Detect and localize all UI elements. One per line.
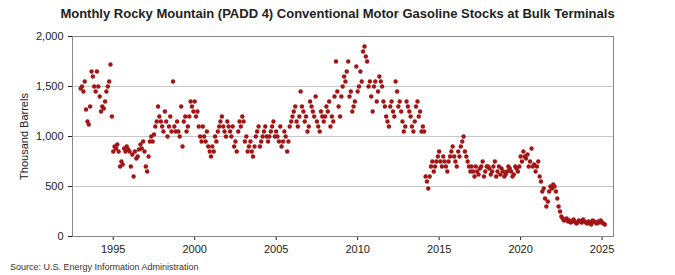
svg-text:2010: 2010 [345, 243, 369, 255]
svg-text:2015: 2015 [427, 243, 451, 255]
svg-text:Thousand Barrels: Thousand Barrels [18, 93, 30, 180]
svg-text:2025: 2025 [590, 243, 614, 255]
svg-text:500: 500 [45, 180, 63, 192]
svg-text:2000: 2000 [182, 243, 206, 255]
svg-text:2005: 2005 [264, 243, 288, 255]
html-text:Source: U.S. Energy Informatio: Source: U.S. Energy Information Administ… [10, 262, 199, 272]
svg-text:1,000: 1,000 [36, 130, 64, 142]
svg-text:0: 0 [57, 230, 63, 242]
svg-text:2020: 2020 [508, 243, 532, 255]
svg-text:1,500: 1,500 [36, 80, 64, 92]
html-text:Monthly Rocky Mountain (PADD 4: Monthly Rocky Mountain (PADD 4) Conventi… [60, 6, 615, 21]
svg-text:2,000: 2,000 [36, 30, 64, 42]
svg-text:1995: 1995 [101, 243, 125, 255]
